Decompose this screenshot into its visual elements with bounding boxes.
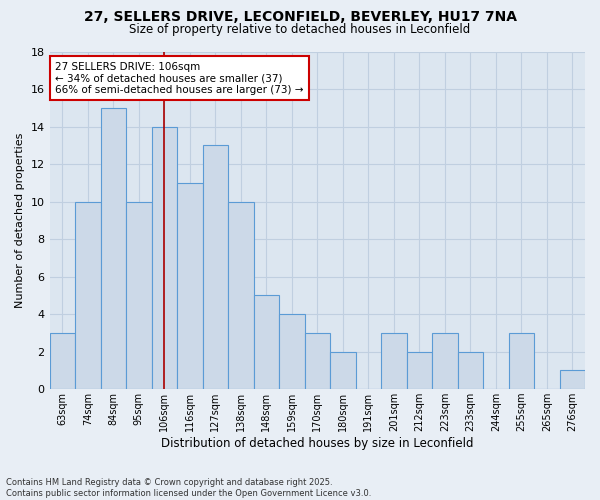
Bar — [126, 202, 152, 389]
Bar — [509, 333, 534, 389]
Bar — [279, 314, 305, 389]
Text: Size of property relative to detached houses in Leconfield: Size of property relative to detached ho… — [130, 22, 470, 36]
Y-axis label: Number of detached properties: Number of detached properties — [15, 132, 25, 308]
Text: 27, SELLERS DRIVE, LECONFIELD, BEVERLEY, HU17 7NA: 27, SELLERS DRIVE, LECONFIELD, BEVERLEY,… — [83, 10, 517, 24]
Bar — [407, 352, 432, 389]
Text: 27 SELLERS DRIVE: 106sqm
← 34% of detached houses are smaller (37)
66% of semi-d: 27 SELLERS DRIVE: 106sqm ← 34% of detach… — [55, 62, 304, 95]
Bar — [254, 296, 279, 389]
Bar — [75, 202, 101, 389]
Bar — [305, 333, 330, 389]
Bar — [432, 333, 458, 389]
X-axis label: Distribution of detached houses by size in Leconfield: Distribution of detached houses by size … — [161, 437, 473, 450]
Bar — [177, 183, 203, 389]
Bar — [458, 352, 483, 389]
Bar — [228, 202, 254, 389]
Bar — [50, 333, 75, 389]
Bar — [203, 146, 228, 389]
Bar — [560, 370, 585, 389]
Bar — [381, 333, 407, 389]
Bar — [152, 126, 177, 389]
Bar — [330, 352, 356, 389]
Bar — [101, 108, 126, 389]
Text: Contains HM Land Registry data © Crown copyright and database right 2025.
Contai: Contains HM Land Registry data © Crown c… — [6, 478, 371, 498]
